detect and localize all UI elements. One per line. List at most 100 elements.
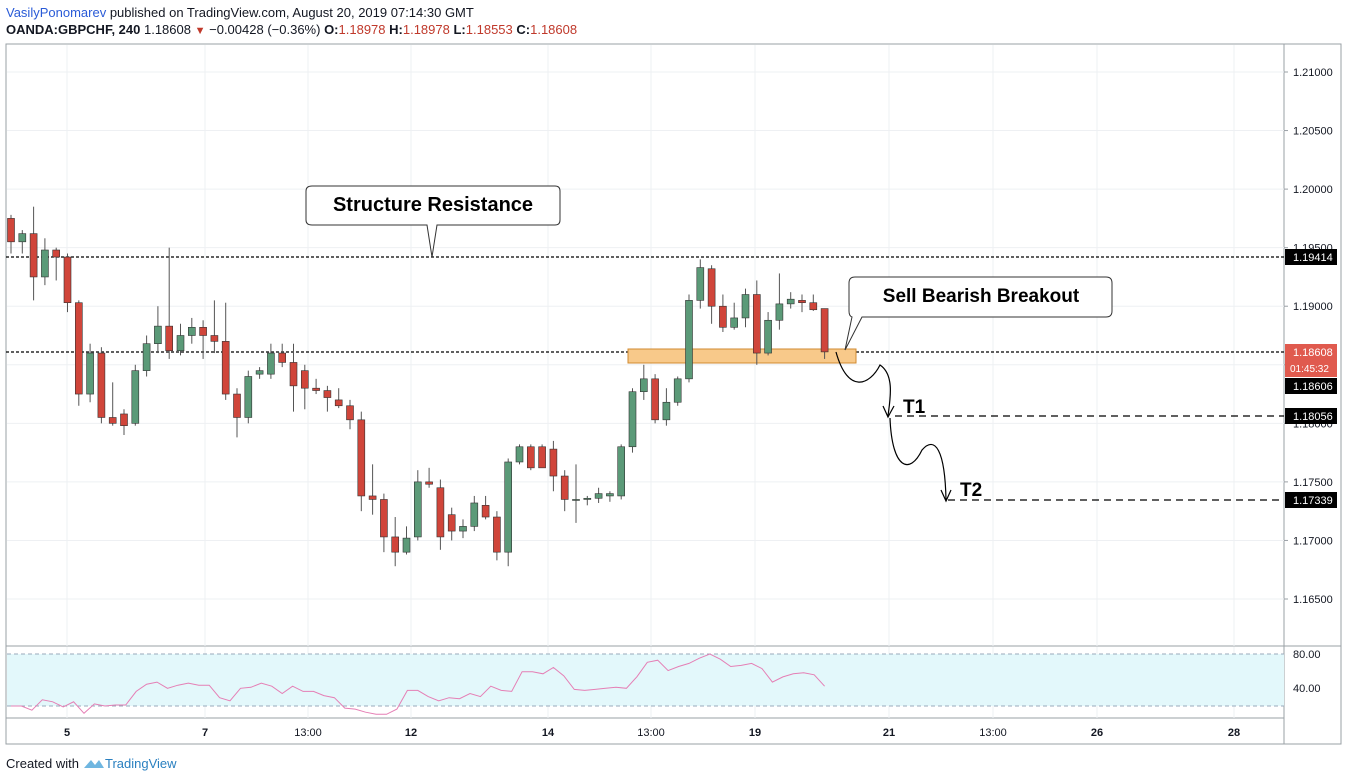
candle (662, 388, 671, 426)
candle (210, 300, 219, 354)
candle (75, 300, 83, 406)
candle-body (583, 497, 592, 500)
breakout-zone[interactable] (627, 348, 857, 364)
footer: Created with TradingView (6, 756, 177, 771)
x-tick-label: 19 (749, 727, 761, 739)
candle-body (673, 378, 682, 403)
x-tick-label: 5 (64, 727, 70, 739)
candle-body (515, 446, 524, 463)
structure-resistance-text: Structure Resistance (333, 194, 533, 216)
x-tick-label: 26 (1091, 727, 1103, 739)
candle (673, 376, 682, 406)
candle-body (142, 343, 151, 371)
candle (651, 374, 659, 424)
candle-body (165, 325, 173, 352)
t2-arrow-icon (940, 489, 952, 503)
y-tick-label: 1.20500 (1293, 126, 1333, 138)
candle (346, 399, 354, 430)
structure-resistance-callout[interactable] (305, 185, 561, 258)
x-tick-label: 14 (542, 727, 555, 739)
rsi-band (7, 654, 1284, 706)
candle-body (425, 481, 433, 485)
candle (606, 491, 614, 502)
candle-body (764, 319, 772, 354)
candle (108, 382, 117, 426)
sell-breakout-text: Sell Bearish Breakout (883, 286, 1080, 307)
candle-body (278, 352, 287, 363)
candle (617, 444, 626, 500)
candle-body (368, 495, 377, 500)
candle (413, 470, 422, 541)
candles (7, 206, 829, 567)
candle (380, 493, 388, 553)
candle (334, 388, 343, 409)
candle-body (560, 475, 569, 500)
x-tick-label: 28 (1228, 727, 1240, 739)
candle (368, 464, 377, 515)
author-link[interactable]: VasilyPonomarev (6, 5, 107, 20)
candle (41, 238, 49, 286)
y-tick-label: 1.17500 (1293, 477, 1333, 489)
candle-body (255, 370, 264, 375)
candle-body (662, 401, 671, 421)
candle-body (820, 308, 829, 353)
candle (594, 487, 603, 503)
candle-body (752, 294, 761, 354)
chart-frame (5, 43, 1342, 745)
candle-body (210, 335, 219, 342)
candle (300, 364, 309, 410)
candle-body (594, 493, 603, 499)
x-tick-label: 13:00 (979, 727, 1007, 739)
candle-body (154, 325, 162, 344)
candle (278, 343, 287, 368)
projection-path-t1 (835, 351, 891, 417)
candle-body (538, 446, 546, 469)
candle (515, 444, 524, 465)
candle (391, 517, 400, 567)
tradingview-link[interactable]: TradingView (83, 756, 177, 771)
candle (447, 507, 456, 541)
candle (402, 526, 411, 555)
candle-body (719, 305, 727, 328)
candle-body (357, 419, 366, 497)
candle (199, 320, 207, 359)
x-tick-label: 13:00 (637, 727, 665, 739)
candle-body (267, 352, 275, 375)
candle-body (617, 446, 626, 497)
candle (221, 302, 230, 400)
candle-body (775, 303, 784, 321)
candle (97, 347, 106, 424)
published-text: published on TradingView.com, August 20,… (109, 5, 474, 20)
rsi-level-80: 80.00 (1293, 649, 1321, 661)
candle-body (221, 341, 230, 395)
candle-body (29, 233, 38, 278)
candle-body (199, 327, 207, 336)
candle-body (549, 448, 558, 477)
candle-body (628, 391, 637, 448)
candle (131, 364, 140, 426)
candle (255, 367, 264, 379)
publication-info: VasilyPonomarev published on TradingView… (6, 5, 474, 20)
low-value: 1.18553 (465, 22, 513, 37)
candle (639, 364, 648, 400)
candle-body (75, 302, 83, 395)
candle (820, 308, 829, 359)
candle-body (651, 378, 659, 421)
candle (470, 495, 479, 532)
close-value: 1.18608 (530, 22, 578, 37)
candle (52, 247, 61, 281)
candle (628, 388, 637, 453)
candle (436, 479, 445, 550)
candle-body (323, 390, 332, 398)
candle (86, 343, 94, 403)
sell-breakout-callout[interactable] (844, 276, 1113, 351)
t2-price-tag (1285, 492, 1337, 508)
candle (63, 253, 72, 313)
candle (357, 411, 366, 512)
candle-body (459, 526, 467, 532)
x-tick-label: 21 (883, 727, 895, 739)
candle-body (696, 267, 705, 301)
time-axis: 5 7 13:00 12 14 13:00 19 21 13:00 26 28 (64, 727, 1240, 739)
high-value: 1.18978 (402, 22, 450, 37)
